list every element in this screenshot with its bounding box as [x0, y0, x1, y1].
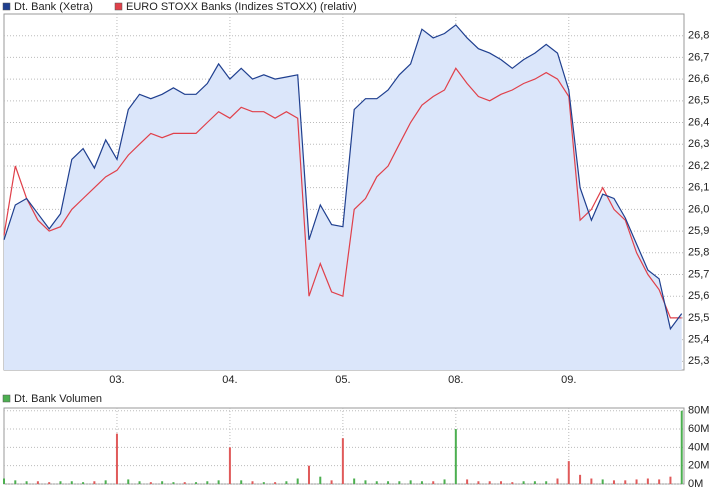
legend-swatch: [2, 394, 11, 403]
y-tick-label: 26,2: [688, 160, 709, 172]
y-tick-label: 26,1: [688, 182, 709, 194]
bar: [138, 481, 141, 484]
y-tick-label: 25,5: [688, 312, 709, 324]
y-tick-label: 26,7: [688, 51, 709, 63]
bar: [36, 481, 39, 484]
bar: [285, 481, 288, 484]
line: [3, 24, 683, 331]
legend-label: Dt. Bank Volumen: [14, 393, 102, 405]
bar: [251, 481, 254, 484]
y-tick-label: 26,4: [688, 116, 709, 128]
bar: [319, 476, 322, 484]
bar: [511, 482, 514, 484]
bar: [296, 478, 299, 484]
y-tick-label: 60M: [688, 423, 709, 435]
y-tick-label: 25,6: [688, 290, 709, 302]
bar: [680, 410, 683, 484]
legend-label: EURO STOXX Banks (Indizes STOXX) (relati…: [126, 1, 357, 13]
bar: [601, 479, 604, 484]
bar: [217, 480, 220, 484]
y-tick-label: 25,7: [688, 268, 709, 280]
bar: [48, 482, 51, 484]
bar: [93, 481, 96, 484]
x-tick-label: 04.: [222, 374, 237, 386]
bar: [500, 481, 503, 484]
bar: [432, 481, 435, 484]
bar: [195, 482, 198, 484]
bar: [341, 438, 344, 484]
bar: [669, 476, 672, 484]
bar: [454, 429, 457, 484]
bar: [262, 482, 265, 484]
x-tick-label: 05.: [335, 374, 350, 386]
bar: [115, 433, 118, 484]
bar: [443, 479, 446, 484]
bar: [409, 480, 412, 484]
bar: [70, 481, 73, 484]
bar: [387, 481, 390, 484]
y-tick-label: 26,5: [688, 95, 709, 107]
bar: [635, 479, 638, 484]
y-tick-label: 26,0: [688, 203, 709, 215]
bar: [274, 482, 277, 484]
bar: [612, 480, 615, 484]
bar: [364, 480, 367, 484]
line: [3, 67, 682, 319]
bar: [183, 482, 186, 484]
bar: [477, 481, 480, 484]
bar: [330, 480, 333, 484]
bar: [488, 481, 491, 484]
bar: [556, 478, 559, 484]
bar: [624, 480, 627, 484]
volume-frame: [3, 407, 685, 485]
x-tick-label: 08.: [448, 374, 463, 386]
bar: [567, 461, 570, 484]
bar: [646, 478, 649, 484]
y-tick-label: 25,9: [688, 225, 709, 237]
bar: [420, 481, 423, 484]
bar: [545, 481, 548, 484]
bar: [206, 481, 209, 484]
bar: [353, 478, 356, 484]
x-tick-label: 03.: [109, 374, 124, 386]
bar: [228, 447, 231, 484]
x-tick-label: 09.: [561, 374, 576, 386]
y-tick-label: 0M: [688, 478, 703, 490]
bar: [240, 480, 243, 484]
bar: [127, 479, 130, 484]
bar: [104, 480, 107, 484]
y-tick-label: 20M: [688, 460, 709, 472]
bar: [82, 482, 85, 484]
y-tick-label: 25,8: [688, 247, 709, 259]
y-tick-label: 26,8: [688, 30, 709, 42]
bar: [466, 479, 469, 484]
bar: [161, 481, 164, 484]
y-tick-label: 25,3: [688, 355, 709, 367]
bar: [25, 481, 28, 484]
bar: [658, 479, 661, 484]
legend-swatch: [2, 2, 11, 11]
bar: [59, 481, 62, 484]
y-tick-label: 80M: [688, 405, 709, 417]
y-tick-label: 25,4: [688, 334, 709, 346]
bar: [398, 481, 401, 484]
y-tick-label: 26,6: [688, 73, 709, 85]
y-tick-label: 40M: [688, 441, 709, 453]
bar: [14, 480, 17, 484]
bar: [590, 478, 593, 484]
bar: [172, 482, 175, 484]
legend-label: Dt. Bank (Xetra): [14, 1, 93, 13]
legend-swatch: [114, 2, 123, 11]
bar: [579, 474, 582, 484]
bar: [149, 482, 152, 484]
bar: [522, 481, 525, 484]
y-tick-label: 26,3: [688, 138, 709, 150]
bar: [375, 481, 378, 484]
bar: [307, 465, 310, 484]
bar: [3, 478, 5, 484]
area: [4, 24, 682, 371]
bar: [533, 481, 536, 484]
